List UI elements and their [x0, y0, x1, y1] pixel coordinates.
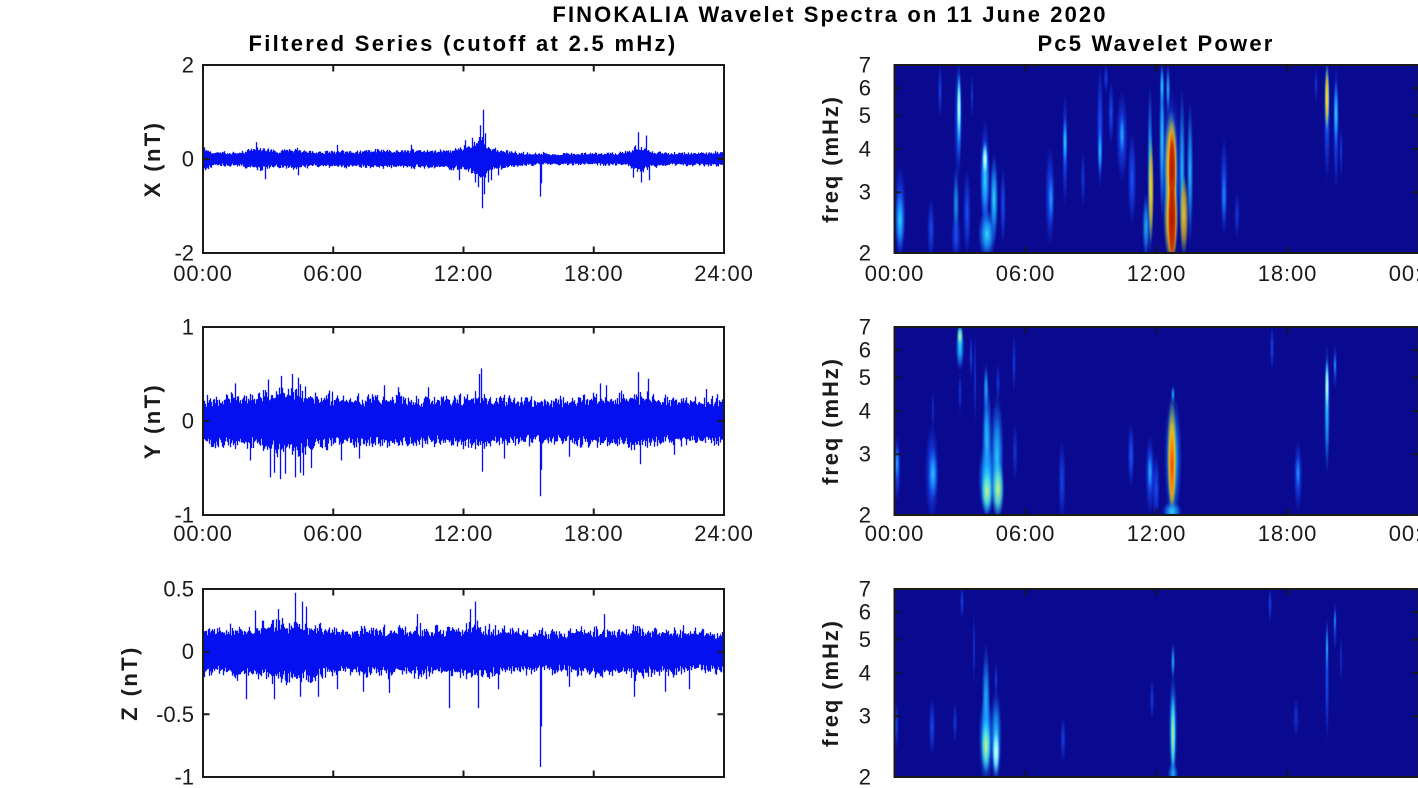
- svg-text:3: 3: [859, 180, 871, 205]
- svg-text:1: 1: [182, 315, 194, 340]
- svg-text:Z (nT): Z (nT): [117, 645, 142, 720]
- svg-text:Y (nT): Y (nT): [140, 383, 165, 459]
- svg-text:X (nT): X (nT): [140, 121, 165, 198]
- svg-text:2: 2: [859, 241, 871, 266]
- svg-text:6: 6: [859, 76, 871, 101]
- svg-text:-2: -2: [174, 241, 194, 266]
- svg-text:5: 5: [859, 365, 871, 390]
- svg-text:4: 4: [859, 399, 871, 424]
- svg-text:0: 0: [182, 409, 194, 434]
- svg-text:06:00: 06:00: [996, 261, 1056, 286]
- svg-text:-1: -1: [174, 765, 194, 788]
- svg-text:Pc5 Wavelet Power: Pc5 Wavelet Power: [1037, 31, 1274, 56]
- svg-text:00:00: 00:00: [1389, 261, 1418, 286]
- svg-text:0: 0: [182, 147, 194, 172]
- svg-text:12:00: 12:00: [434, 261, 494, 286]
- svg-text:3: 3: [859, 442, 871, 467]
- svg-text:-1: -1: [174, 503, 194, 528]
- svg-text:5: 5: [859, 627, 871, 652]
- svg-text:18:00: 18:00: [1258, 261, 1318, 286]
- svg-text:2: 2: [182, 53, 194, 78]
- svg-text:12:00: 12:00: [1127, 521, 1187, 546]
- svg-text:0.5: 0.5: [163, 577, 194, 602]
- svg-text:6: 6: [859, 600, 871, 625]
- svg-text:4: 4: [859, 137, 871, 162]
- svg-text:Filtered Series (cutoff at 2.5: Filtered Series (cutoff at 2.5 mHz): [249, 31, 678, 56]
- svg-text:18:00: 18:00: [1258, 521, 1318, 546]
- svg-text:-0.5: -0.5: [156, 702, 194, 727]
- svg-text:12:00: 12:00: [434, 521, 494, 546]
- svg-text:7: 7: [859, 53, 871, 78]
- svg-text:3: 3: [859, 704, 871, 729]
- svg-text:18:00: 18:00: [564, 521, 624, 546]
- svg-text:freq (mHz): freq (mHz): [818, 619, 843, 747]
- svg-text:4: 4: [859, 661, 871, 686]
- svg-text:6: 6: [859, 338, 871, 363]
- svg-text:18:00: 18:00: [564, 261, 624, 286]
- svg-text:0: 0: [182, 639, 194, 664]
- svg-text:2: 2: [859, 503, 871, 528]
- svg-text:06:00: 06:00: [303, 521, 363, 546]
- svg-text:7: 7: [859, 315, 871, 340]
- svg-text:12:00: 12:00: [1127, 261, 1187, 286]
- svg-text:2: 2: [859, 765, 871, 788]
- svg-text:00:00: 00:00: [865, 261, 925, 286]
- svg-text:00:00: 00:00: [173, 261, 233, 286]
- svg-text:7: 7: [859, 577, 871, 602]
- svg-text:06:00: 06:00: [303, 261, 363, 286]
- svg-text:FINOKALIA Wavelet Spectra on 1: FINOKALIA Wavelet Spectra on 11 June 202…: [552, 2, 1107, 27]
- svg-text:freq (mHz): freq (mHz): [818, 357, 843, 485]
- svg-text:24:00: 24:00: [694, 261, 754, 286]
- svg-text:5: 5: [859, 103, 871, 128]
- svg-text:06:00: 06:00: [996, 521, 1056, 546]
- svg-text:00:00: 00:00: [1389, 521, 1418, 546]
- svg-text:00:00: 00:00: [865, 521, 925, 546]
- svg-text:00:00: 00:00: [173, 521, 233, 546]
- svg-text:24:00: 24:00: [694, 521, 754, 546]
- svg-text:freq (mHz): freq (mHz): [818, 95, 843, 223]
